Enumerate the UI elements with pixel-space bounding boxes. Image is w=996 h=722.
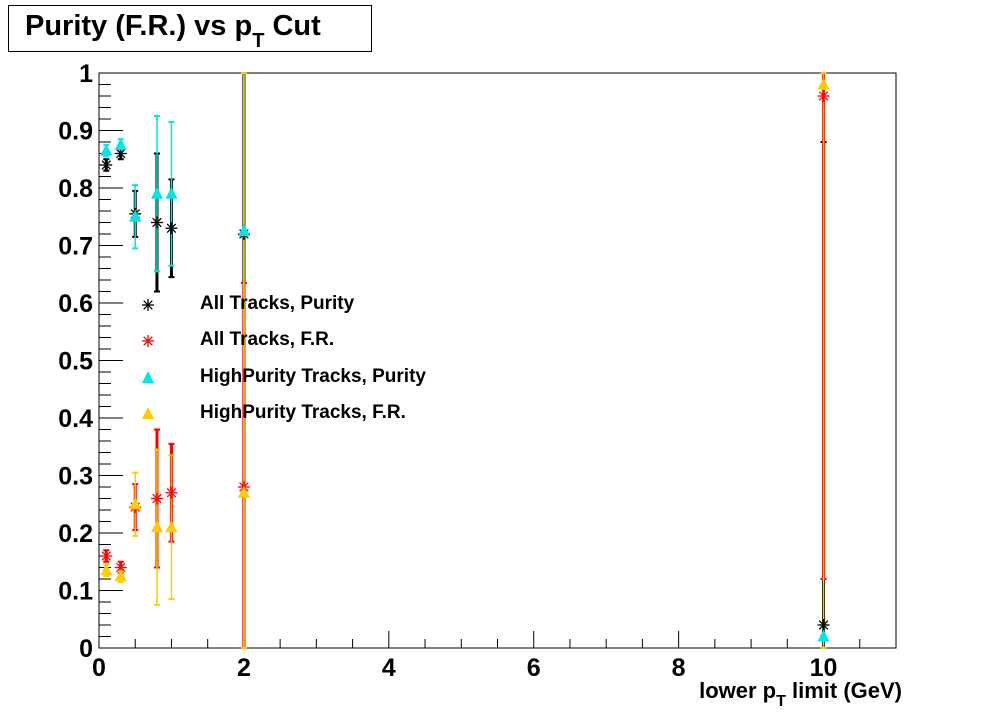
star-stroke: [143, 300, 153, 310]
y-tick-label: 0.3: [58, 463, 93, 491]
star-marker: [150, 492, 163, 505]
x-tick-label: 4: [382, 654, 396, 682]
star-stroke: [115, 148, 126, 159]
star-marker: [150, 216, 163, 229]
star-stroke: [101, 551, 112, 561]
title-suffix: Cut: [264, 10, 321, 42]
xlabel-suffix: limit (GeV): [785, 678, 902, 703]
series-1: [103, 72, 827, 649]
triangle-marker: [237, 485, 250, 498]
y-tick-label: 0.5: [58, 348, 93, 376]
chart-title-box: Purity (F.R.) vs pT Cut: [8, 5, 372, 52]
data-marks: [100, 72, 830, 649]
x-tick-label: 0: [92, 654, 106, 682]
series-points-2: [100, 137, 830, 642]
y-tick-label: 0.6: [58, 290, 93, 318]
y-tick-label: 0.7: [58, 233, 93, 261]
star-marker: [100, 159, 113, 171]
title-subscript: T: [252, 30, 265, 52]
legend-label: All Tracks, Purity: [200, 293, 355, 314]
star-marker: [817, 619, 830, 631]
triangle-marker: [817, 629, 830, 642]
star-stroke: [166, 223, 177, 234]
star-stroke: [143, 336, 153, 346]
star-marker: [142, 335, 154, 347]
xlabel-subscript: T: [776, 693, 786, 710]
triangle-marker: [237, 224, 250, 237]
star-marker: [165, 486, 178, 499]
axis-ticks: 00.10.20.30.40.50.60.70.80.910 2 4 6 8 10: [58, 60, 897, 682]
y-tick-label: 1: [79, 60, 93, 88]
star-marker: [142, 299, 154, 311]
plot-frame: [98, 72, 897, 649]
triangle-marker: [165, 186, 178, 199]
star-marker: [114, 561, 127, 574]
star-marker: [165, 222, 178, 235]
x-axis-label: lower pT limit (GeV): [699, 678, 902, 710]
triangle-marker: [100, 563, 113, 576]
series-points-3: [100, 77, 830, 582]
triangle-marker: [165, 520, 178, 533]
triangle-marker: [114, 137, 127, 150]
series-3: [103, 72, 827, 649]
triangle-marker: [100, 143, 113, 156]
triangle-marker: [129, 209, 142, 222]
star-marker: [817, 90, 830, 102]
star-stroke: [101, 160, 112, 170]
star-stroke: [166, 487, 177, 498]
star-stroke: [818, 91, 829, 101]
y-tick-label: 0.9: [58, 118, 93, 146]
xlabel-main: lower p: [699, 678, 777, 703]
triangle-marker: [817, 77, 830, 90]
star-stroke: [152, 493, 162, 504]
triangle-marker: [114, 569, 127, 582]
triangle-marker: [150, 186, 163, 199]
legend-label: HighPurity Tracks, Purity: [200, 366, 426, 387]
series-2: [103, 72, 827, 649]
chart-title: Purity (F.R.) vs pT Cut: [25, 10, 321, 52]
x-tick-label: 10: [810, 654, 838, 682]
title-main: Purity (F.R.) vs p: [25, 10, 253, 42]
triangle-marker: [142, 371, 154, 383]
star-stroke: [818, 620, 829, 630]
series-points-0: [100, 147, 830, 631]
x-tick-label: 2: [237, 654, 251, 682]
triangle-marker: [129, 497, 142, 510]
y-tick-label: 0: [79, 635, 93, 663]
star-marker: [100, 550, 113, 562]
y-tick-label: 0.8: [58, 175, 93, 203]
triangle-marker: [150, 520, 163, 533]
star-stroke: [152, 217, 162, 228]
y-tick-label: 0.1: [58, 578, 93, 606]
x-tick-label: 8: [672, 654, 686, 682]
legend-label: HighPurity Tracks, F.R.: [200, 402, 406, 423]
star-stroke: [115, 562, 126, 573]
triangle-marker: [142, 407, 154, 419]
y-tick-label: 0.2: [58, 520, 93, 548]
y-tick-label: 0.4: [58, 405, 93, 433]
legend-markers: [142, 299, 154, 419]
series-0: [103, 72, 827, 649]
x-tick-label: 6: [527, 654, 541, 682]
legend-label: All Tracks, F.R.: [200, 329, 335, 350]
